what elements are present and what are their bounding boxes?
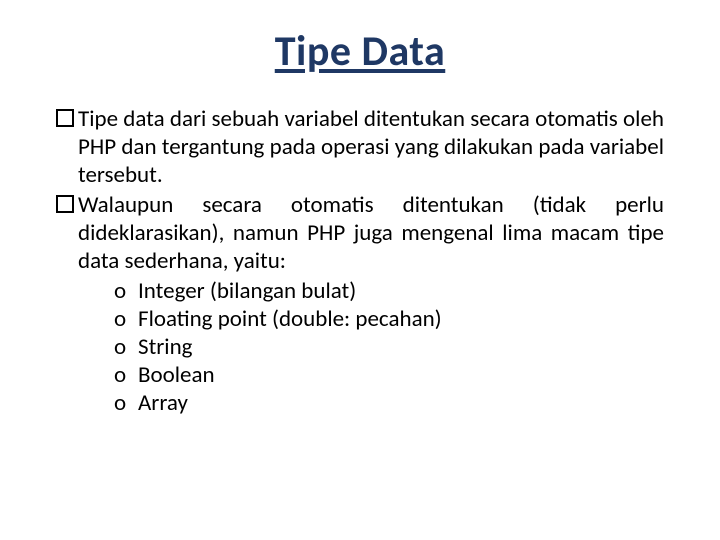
circle-bullet-icon: o (114, 277, 138, 305)
square-bullet-icon (56, 109, 74, 127)
list-item-text: String (138, 333, 664, 361)
sub-list: o Integer (bilangan bulat) o Floating po… (114, 277, 664, 417)
square-bullet-icon (56, 195, 74, 213)
slide: Tipe Data Tipe data dari sebuah variabel… (0, 0, 720, 540)
list-item-text: Array (138, 389, 664, 417)
list-item: o Boolean (114, 361, 664, 389)
circle-bullet-icon: o (114, 305, 138, 333)
slide-body: Tipe data dari sebuah variabel ditentuka… (56, 105, 664, 418)
circle-bullet-icon: o (114, 333, 138, 361)
circle-bullet-icon: o (114, 389, 138, 417)
paragraph-1: Tipe data dari sebuah variabel ditentuka… (56, 105, 664, 189)
list-item-text: Floating point (double: pecahan) (138, 305, 664, 333)
paragraph-2: Walaupun secara otomatis ditentukan (tid… (56, 191, 664, 275)
list-item: o Floating point (double: pecahan) (114, 305, 664, 333)
circle-bullet-icon: o (114, 361, 138, 389)
slide-title: Tipe Data (56, 26, 664, 77)
list-item: o String (114, 333, 664, 361)
list-item-text: Integer (bilangan bulat) (138, 277, 664, 305)
list-item: o Integer (bilangan bulat) (114, 277, 664, 305)
list-item: o Array (114, 389, 664, 417)
list-item-text: Boolean (138, 361, 664, 389)
paragraph-2-text: Walaupun secara otomatis ditentukan (tid… (78, 191, 664, 275)
paragraph-1-text: Tipe data dari sebuah variabel ditentuka… (78, 105, 664, 189)
